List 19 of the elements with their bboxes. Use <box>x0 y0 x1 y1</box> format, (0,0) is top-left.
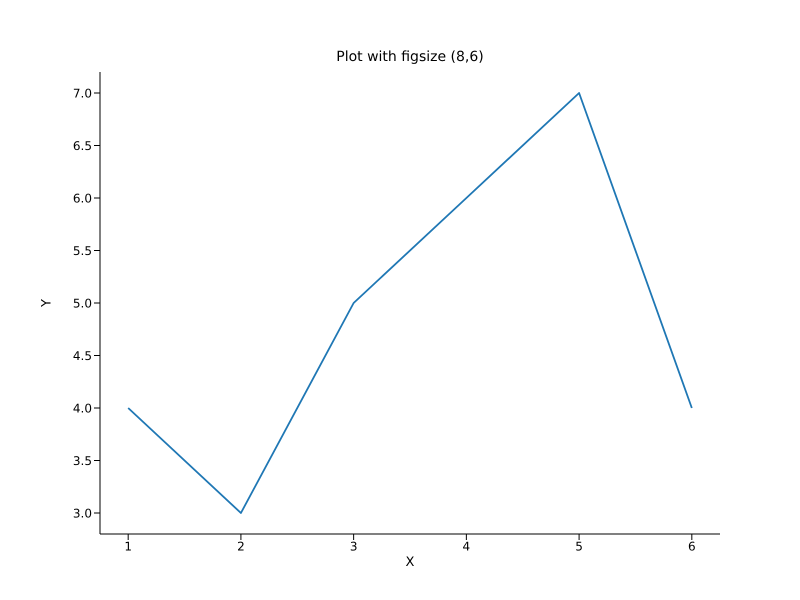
x-axis-title: X <box>406 555 415 570</box>
y-tick-label: 5.5 <box>72 244 92 258</box>
x-tick-label: 3 <box>350 540 358 554</box>
x-tick-label: 2 <box>237 540 245 554</box>
y-tick-label: 3.5 <box>72 454 92 468</box>
x-tick-label: 1 <box>124 540 132 554</box>
x-tick-label: 5 <box>575 540 583 554</box>
y-tick-label: 4.5 <box>72 348 92 363</box>
x-tick-label: 4 <box>462 540 470 554</box>
y-tick-label: 4.0 <box>72 401 92 416</box>
x-tick-label: 6 <box>688 540 696 554</box>
y-tick-label: 6.0 <box>72 191 92 206</box>
y-tick-label: 3.0 <box>72 506 92 520</box>
line-series <box>127 92 693 514</box>
y-tick-label: 7.0 <box>72 86 92 100</box>
chart-title: Plot with figsize (8,6) <box>335 49 485 65</box>
y-tick-label: 5.0 <box>72 296 92 310</box>
y-tick-label: 6.5 <box>72 138 92 153</box>
y-axis-title: Y <box>40 298 55 308</box>
